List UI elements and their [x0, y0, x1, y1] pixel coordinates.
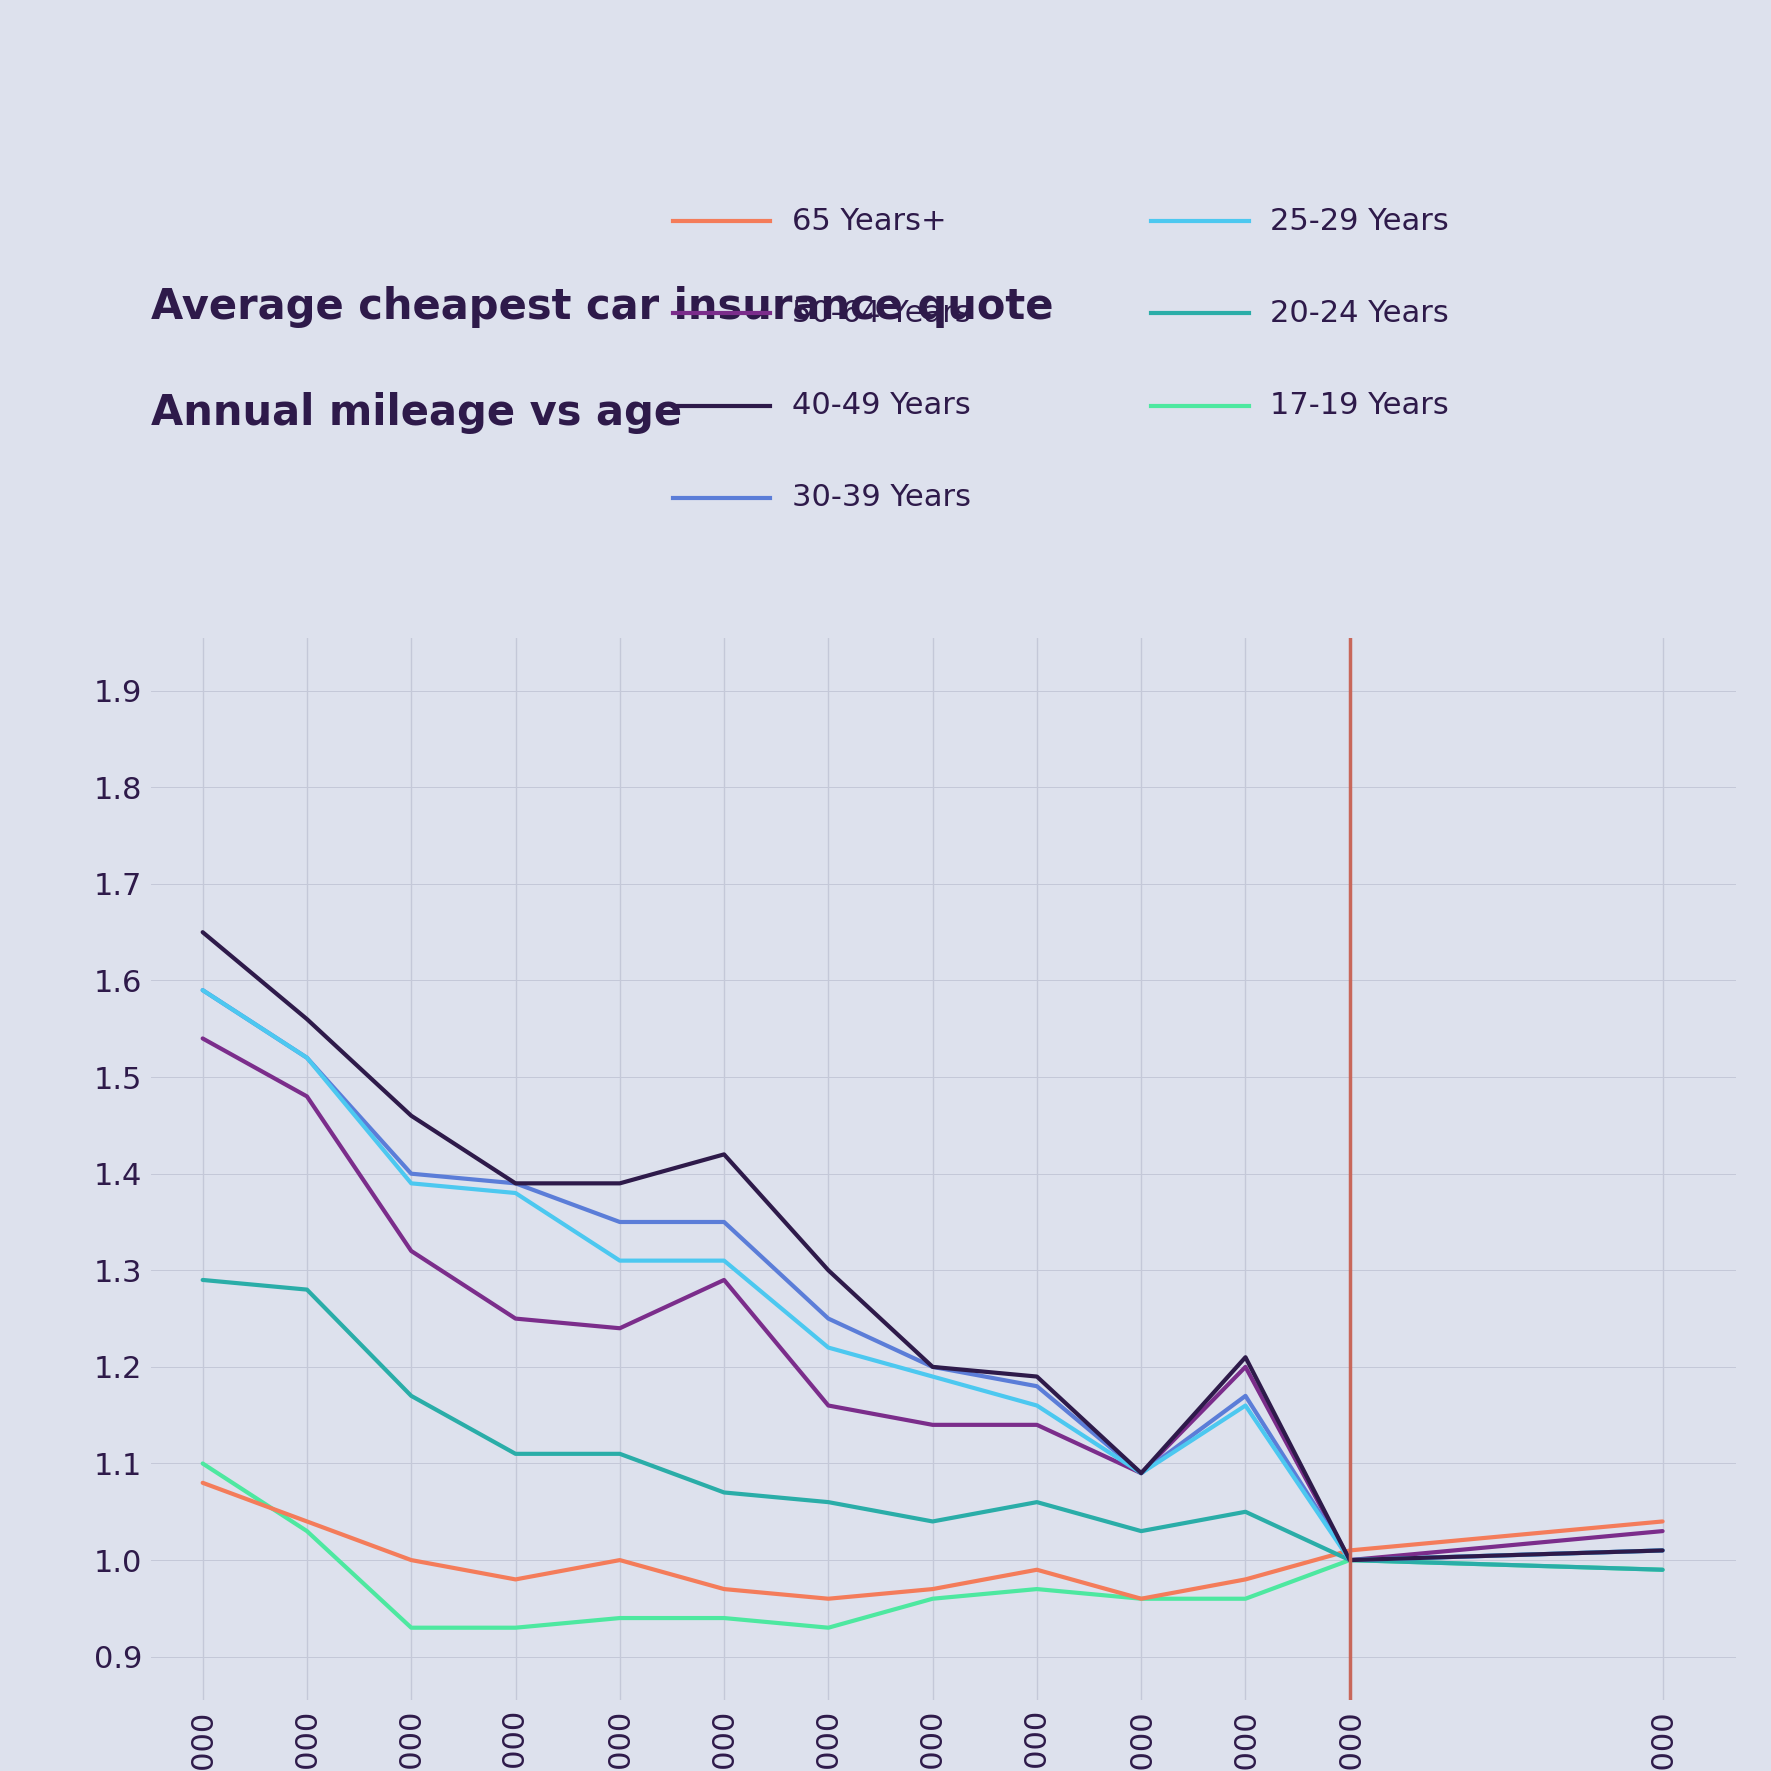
Text: 17-19 Years: 17-19 Years — [1270, 391, 1449, 420]
Text: 50-64 Years: 50-64 Years — [792, 299, 971, 328]
Text: 20-24 Years: 20-24 Years — [1270, 299, 1449, 328]
Text: Annual mileage vs age: Annual mileage vs age — [151, 391, 682, 434]
Text: Average cheapest car insurance quote: Average cheapest car insurance quote — [151, 285, 1054, 328]
Text: 30-39 Years: 30-39 Years — [792, 483, 971, 512]
Text: 40-49 Years: 40-49 Years — [792, 391, 971, 420]
Text: 65 Years+: 65 Years+ — [792, 207, 946, 236]
Text: 25-29 Years: 25-29 Years — [1270, 207, 1449, 236]
